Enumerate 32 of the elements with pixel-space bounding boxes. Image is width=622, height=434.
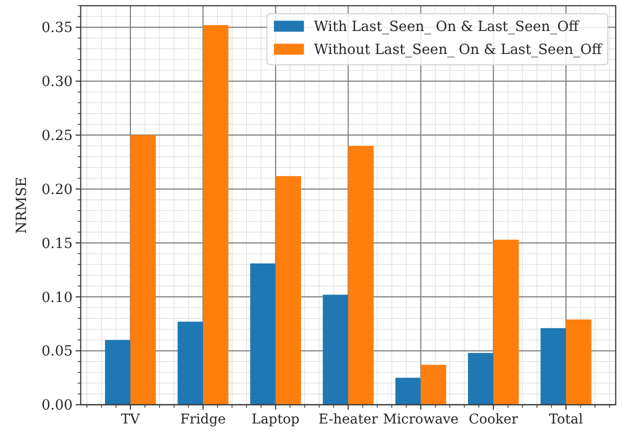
bar (130, 135, 156, 405)
y-axis-title: NRMSE (14, 176, 30, 234)
bar (348, 146, 374, 405)
bar (540, 328, 566, 405)
bar (178, 322, 204, 405)
bar (493, 240, 519, 405)
bar (566, 320, 592, 405)
x-tick-label: TV (121, 412, 140, 428)
x-tick-label: Microwave (383, 412, 459, 428)
x-tick-label: E-heater (318, 412, 378, 428)
bar (250, 263, 276, 405)
legend-label: With Last_Seen_ On & Last_Seen_Off (314, 19, 580, 36)
y-tick-label: 0.35 (42, 20, 73, 36)
bar (420, 364, 446, 405)
y-tick-label: 0.25 (42, 128, 73, 144)
bar (468, 352, 494, 405)
y-tick-label: 0.10 (42, 290, 73, 306)
x-tick-label: Laptop (252, 412, 300, 428)
legend-label: Without Last_Seen_ On & Last_Seen_Off (314, 42, 603, 58)
y-tick-label: 0.00 (42, 398, 73, 414)
y-tick-label: 0.20 (42, 182, 73, 198)
x-tick-label: Total (549, 412, 583, 428)
bar (276, 176, 302, 405)
y-tick-label: 0.15 (42, 236, 73, 252)
bar (105, 340, 130, 405)
y-tick-label: 0.05 (42, 344, 73, 360)
bar (322, 294, 348, 405)
x-tick-label: Cooker (468, 412, 519, 428)
x-tick-label: Fridge (180, 412, 226, 428)
bar (395, 378, 421, 405)
bar (203, 25, 228, 405)
y-tick-label: 0.30 (42, 74, 73, 90)
